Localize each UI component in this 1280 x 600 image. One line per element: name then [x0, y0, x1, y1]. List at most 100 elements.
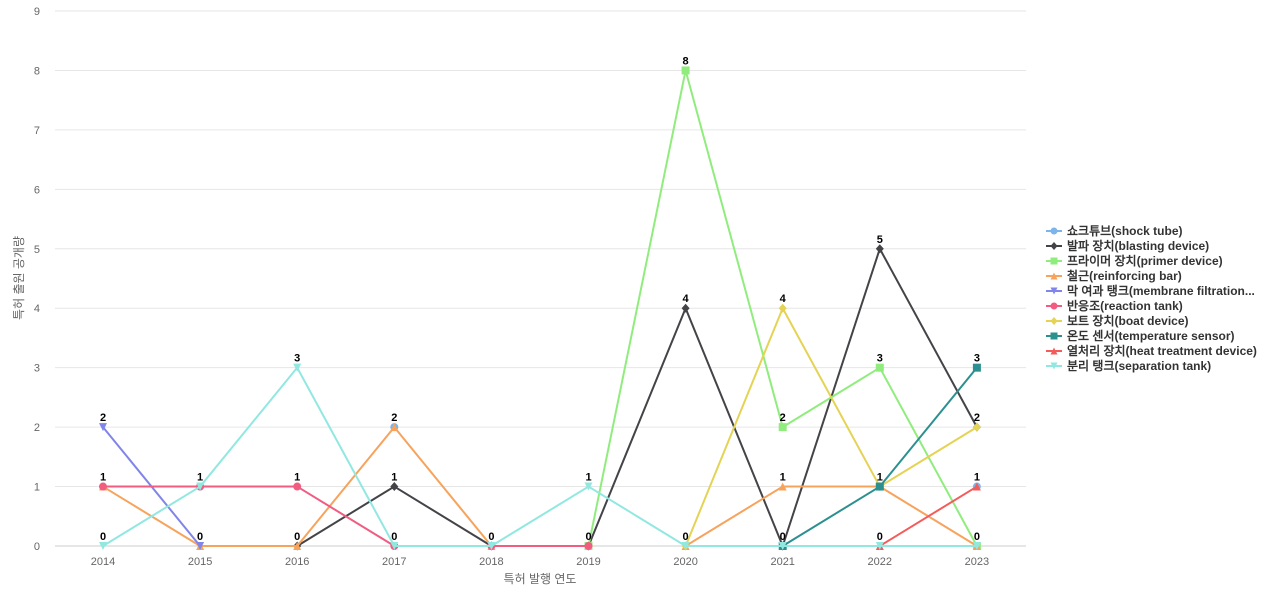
x-axis-ticks: 2014 2015 2016 2017 2018 2019 2020 2021 2022 2023 [91, 556, 989, 568]
legend-item[interactable]: 분리 탱크(separation tank) [1045, 358, 1257, 373]
data-point[interactable] [487, 542, 496, 550]
legend-label: 분리 탱크(separation tank) [1067, 359, 1212, 373]
data-label: 0 [683, 531, 689, 543]
data-point[interactable] [972, 363, 981, 372]
x-tick-label: 2019 [576, 556, 600, 568]
y-tick-label: 5 [34, 244, 40, 256]
gridlines [55, 10, 1026, 547]
legend-symbol [1046, 287, 1062, 294]
data-label: 3 [974, 353, 980, 365]
data-label: 1 [585, 472, 591, 484]
data-label: 0 [488, 531, 494, 543]
series-line [879, 485, 978, 547]
data-point[interactable] [293, 542, 302, 550]
y-axis-ticks: 0 1 2 3 4 5 6 7 8 9 [34, 6, 40, 553]
legend-symbol [1046, 257, 1062, 264]
y-tick-label: 0 [34, 541, 40, 553]
legend-item[interactable]: 쇼크튜브(shock tube) [1045, 223, 1257, 238]
legend-symbol [1046, 316, 1062, 325]
x-tick-label: 2021 [770, 556, 794, 568]
data-label: 1 [197, 472, 203, 484]
legend-item[interactable]: 철근(reinforcing bar) [1045, 268, 1257, 283]
data-point[interactable] [778, 423, 787, 432]
data-label: 0 [197, 531, 203, 543]
data-label: 2 [100, 412, 106, 424]
data-point[interactable] [293, 363, 302, 372]
data-point[interactable] [972, 482, 981, 491]
legend: 쇼크튜브(shock tube) 발파 장치(blasting device) 프라… [1045, 223, 1257, 373]
legend-item[interactable]: 프라이머 장치(primer device) [1045, 253, 1257, 268]
series-group [99, 66, 981, 551]
legend-item[interactable]: 보트 장치(boat device) [1045, 313, 1257, 328]
legend-item[interactable]: 막 여과 탱크(membrane filtration... [1045, 283, 1257, 298]
data-point[interactable] [99, 482, 107, 491]
data-label: 4 [780, 293, 787, 305]
data-point[interactable] [390, 542, 399, 550]
data-label: 8 [683, 55, 689, 67]
data-point[interactable] [584, 542, 593, 550]
data-point[interactable] [293, 482, 302, 491]
x-tick-label: 2020 [673, 556, 697, 568]
data-point[interactable] [875, 363, 884, 372]
data-point[interactable] [875, 482, 884, 491]
x-tick-label: 2014 [91, 556, 115, 568]
series-2 [293, 244, 981, 551]
series-8 [778, 363, 981, 550]
data-label: 0 [780, 531, 786, 543]
y-tick-label: 3 [34, 363, 40, 375]
data-point[interactable] [875, 244, 884, 254]
x-tick-label: 2016 [285, 556, 309, 568]
data-point[interactable] [99, 423, 107, 432]
data-point[interactable] [778, 303, 787, 313]
legend-symbol [1046, 272, 1062, 279]
y-tick-label: 9 [34, 6, 40, 18]
data-point[interactable] [681, 66, 690, 75]
legend-symbol [1046, 227, 1062, 234]
data-label: 0 [100, 531, 106, 543]
data-label: 2 [780, 412, 786, 424]
legend-item[interactable]: 온도 센서(temperature sensor) [1045, 328, 1257, 343]
series-line [102, 366, 977, 547]
data-point[interactable] [196, 542, 205, 550]
y-tick-label: 8 [34, 65, 40, 77]
data-label: 2 [391, 412, 397, 424]
series-line [296, 247, 978, 547]
data-label: 0 [294, 531, 300, 543]
y-tick-label: 7 [34, 125, 40, 137]
x-tick-label: 2017 [382, 556, 406, 568]
series-line [103, 485, 589, 547]
data-point[interactable] [390, 423, 399, 432]
series-6 [99, 482, 593, 550]
legend-symbol [1046, 347, 1062, 354]
x-tick-label: 2023 [965, 556, 989, 568]
data-label: 5 [877, 234, 883, 246]
data-labels: 2 1 0 1 0 3 1 0 2 1 0 0 1 0 8 4 0 4 2 1 0 5 3 1 0 3 2 1 0 [100, 55, 980, 543]
data-label: 0 [391, 531, 397, 543]
data-point[interactable] [681, 542, 690, 550]
data-point[interactable] [972, 422, 981, 432]
data-point[interactable] [584, 482, 593, 491]
y-tick-label: 4 [34, 303, 40, 315]
data-label: 1 [974, 472, 980, 484]
x-tick-label: 2015 [188, 556, 212, 568]
data-point[interactable] [99, 542, 107, 550]
data-label: 1 [100, 472, 106, 484]
data-label: 2 [974, 412, 980, 424]
data-point[interactable] [681, 303, 690, 313]
legend-item[interactable]: 발파 장치(blasting device) [1045, 238, 1257, 253]
x-tick-label: 2022 [868, 556, 892, 568]
data-point[interactable] [778, 482, 787, 491]
legend-symbol [1046, 332, 1062, 339]
legend-item[interactable]: 열처리 장치(heat treatment device) [1045, 343, 1257, 358]
legend-item[interactable]: 반응조(reaction tank) [1045, 298, 1257, 313]
data-point[interactable] [778, 542, 787, 550]
data-point[interactable] [972, 542, 981, 550]
y-tick-label: 1 [34, 482, 40, 494]
data-point[interactable] [875, 542, 884, 550]
x-tick-label: 2018 [479, 556, 503, 568]
data-label: 3 [877, 353, 883, 365]
data-point[interactable] [390, 482, 399, 492]
data-point[interactable] [196, 482, 205, 491]
